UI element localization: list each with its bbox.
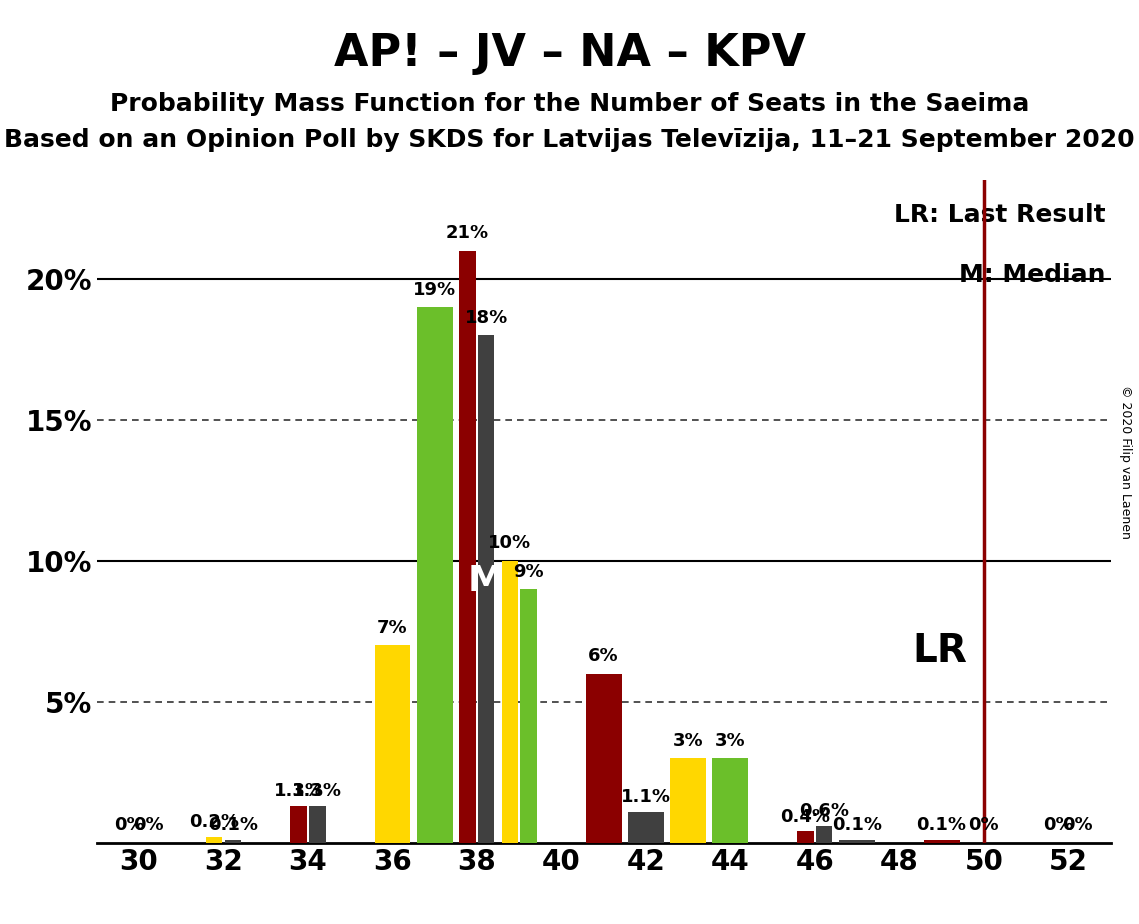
Bar bbox=[839, 840, 875, 843]
Text: 9%: 9% bbox=[514, 563, 544, 580]
Text: LR: Last Result: LR: Last Result bbox=[894, 203, 1106, 227]
Bar bbox=[290, 806, 306, 843]
Text: 0.6%: 0.6% bbox=[800, 802, 850, 821]
Text: 10%: 10% bbox=[489, 534, 532, 553]
Text: 0.1%: 0.1% bbox=[917, 816, 967, 834]
Bar bbox=[817, 826, 833, 843]
Text: 0.2%: 0.2% bbox=[189, 813, 239, 832]
Bar bbox=[521, 589, 536, 843]
Bar bbox=[712, 758, 748, 843]
Text: 18%: 18% bbox=[465, 309, 508, 327]
Text: 0%: 0% bbox=[968, 816, 999, 834]
Bar bbox=[310, 806, 326, 843]
Text: 19%: 19% bbox=[413, 281, 457, 298]
Text: 0%: 0% bbox=[1063, 816, 1093, 834]
Text: 3%: 3% bbox=[715, 732, 746, 749]
Bar bbox=[206, 837, 222, 843]
Bar bbox=[459, 250, 476, 843]
Text: 0%: 0% bbox=[133, 816, 164, 834]
Text: 0%: 0% bbox=[1043, 816, 1074, 834]
Text: 21%: 21% bbox=[446, 225, 489, 242]
Bar bbox=[628, 811, 664, 843]
Text: 6%: 6% bbox=[589, 647, 618, 665]
Text: 0.4%: 0.4% bbox=[780, 808, 830, 826]
Text: 0.1%: 0.1% bbox=[208, 816, 257, 834]
Bar bbox=[797, 832, 813, 843]
Text: 3%: 3% bbox=[673, 732, 704, 749]
Bar bbox=[417, 307, 452, 843]
Text: AP! – JV – NA – KPV: AP! – JV – NA – KPV bbox=[334, 32, 805, 76]
Text: 0.1%: 0.1% bbox=[833, 816, 882, 834]
Bar bbox=[585, 674, 622, 843]
Text: 1.1%: 1.1% bbox=[621, 788, 671, 806]
Text: M: M bbox=[467, 564, 503, 598]
Text: Based on an Opinion Poll by SKDS for Latvijas Televīzija, 11–21 September 2020: Based on an Opinion Poll by SKDS for Lat… bbox=[5, 128, 1134, 152]
Text: Probability Mass Function for the Number of Seats in the Saeima: Probability Mass Function for the Number… bbox=[109, 92, 1030, 116]
Text: LR: LR bbox=[912, 632, 967, 670]
Text: M: Median: M: Median bbox=[959, 263, 1106, 287]
Text: 1.3%: 1.3% bbox=[273, 783, 323, 800]
Text: 1.3%: 1.3% bbox=[293, 783, 343, 800]
Bar bbox=[224, 840, 241, 843]
Text: 7%: 7% bbox=[377, 619, 408, 637]
Bar bbox=[478, 335, 494, 843]
Text: 0%: 0% bbox=[114, 816, 145, 834]
Bar bbox=[924, 840, 959, 843]
Bar bbox=[375, 645, 410, 843]
Bar bbox=[501, 561, 518, 843]
Text: © 2020 Filip van Laenen: © 2020 Filip van Laenen bbox=[1118, 385, 1132, 539]
Bar bbox=[670, 758, 706, 843]
